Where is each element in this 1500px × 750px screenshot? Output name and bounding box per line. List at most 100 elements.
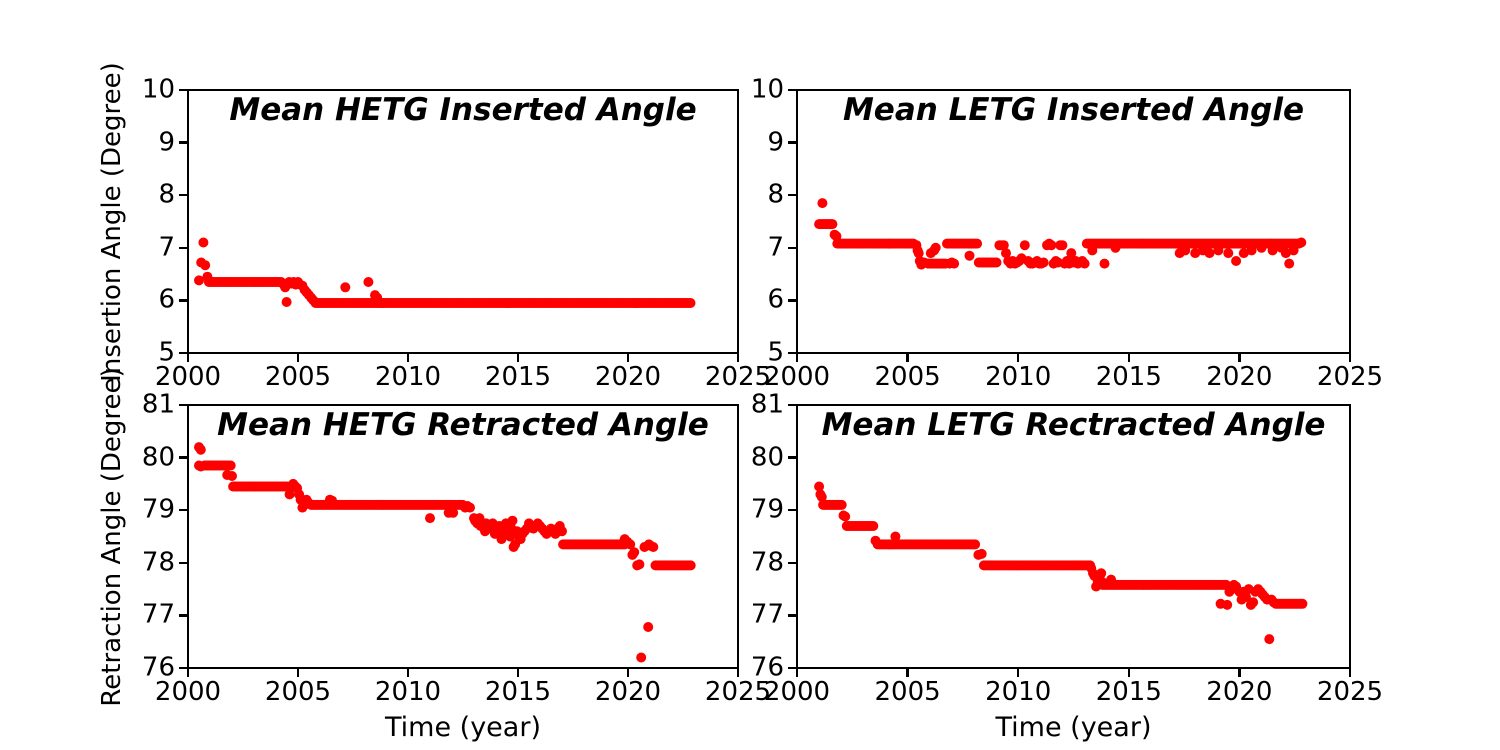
data-point — [685, 560, 696, 571]
x-axis-label-time: Time (year) — [385, 712, 541, 743]
x-tick-label: 2000 — [154, 677, 222, 707]
data-point — [1268, 597, 1279, 608]
data-point — [836, 499, 847, 510]
data-point — [643, 622, 654, 632]
x-tick-label: 2005 — [264, 362, 332, 392]
x-tick-mark — [186, 668, 190, 677]
data-point — [1087, 245, 1098, 256]
data-point — [868, 521, 879, 531]
data-point — [890, 531, 901, 542]
data-point — [1296, 237, 1307, 248]
data-point — [198, 237, 209, 248]
x-tick-mark — [906, 668, 909, 677]
data-point — [195, 461, 206, 472]
y-tick-label: 8 — [158, 179, 175, 210]
scatter-plot-hetg-inserted — [194, 237, 696, 308]
y-tick-label: 6 — [767, 285, 784, 316]
y-tick-label: 77 — [141, 600, 175, 631]
x-tick-mark — [516, 668, 520, 677]
data-point — [465, 502, 475, 513]
y-tick-mark — [788, 508, 797, 512]
data-point — [1180, 245, 1191, 256]
data-point — [1238, 248, 1249, 259]
data-point — [448, 507, 459, 518]
data-point — [225, 460, 236, 471]
data-point — [1106, 574, 1117, 585]
y-tick-mark — [179, 141, 188, 144]
data-point — [972, 238, 983, 249]
panel-title: Mean HETG Inserted Angle — [229, 92, 697, 128]
x-tick-label: 2010 — [985, 362, 1052, 392]
y-tick-label: 81 — [750, 389, 784, 420]
x-tick-mark — [1238, 353, 1241, 362]
data-point — [1264, 634, 1275, 645]
y-tick-label: 78 — [750, 547, 784, 578]
y-axis-label-retraction-angle: Retraction Angle (Degree) — [97, 366, 127, 707]
x-tick-label: 2025 — [704, 677, 772, 707]
y-tick-mark — [179, 666, 188, 670]
y-tick-mark — [179, 403, 188, 407]
x-tick-mark — [1348, 668, 1352, 677]
y-tick-mark — [788, 351, 797, 355]
x-tick-label: 2015 — [484, 362, 552, 392]
y-tick-label: 9 — [767, 127, 784, 158]
data-point — [557, 526, 567, 537]
data-point — [1246, 245, 1257, 256]
y-tick-mark — [788, 246, 797, 250]
x-tick-mark — [1348, 353, 1352, 362]
data-point — [1280, 248, 1291, 259]
y-tick-label: 10 — [750, 74, 784, 105]
data-point — [1248, 597, 1259, 608]
data-point — [1099, 258, 1110, 269]
x-tick-label: 2000 — [763, 677, 831, 707]
data-point — [308, 295, 319, 306]
y-tick-label: 6 — [158, 285, 175, 316]
data-point — [227, 471, 237, 481]
data-point — [1066, 248, 1077, 259]
data-point — [1231, 256, 1242, 266]
data-point — [1213, 245, 1224, 256]
data-point — [1190, 248, 1201, 259]
x-tick-label: 2015 — [1095, 677, 1162, 707]
x-tick-mark — [1016, 353, 1020, 362]
data-point — [1019, 240, 1030, 251]
y-tick-label: 10 — [141, 74, 175, 105]
y-tick-mark — [179, 246, 188, 250]
x-tick-label: 2010 — [374, 677, 442, 707]
data-point — [964, 250, 975, 261]
data-point — [636, 652, 647, 663]
y-tick-mark — [179, 299, 188, 302]
y-tick-label: 80 — [750, 442, 784, 473]
x-tick-label: 2025 — [1316, 677, 1384, 707]
y-tick-mark — [179, 351, 188, 355]
data-point — [1223, 248, 1234, 259]
scatter-plot-hetg-retracted — [194, 442, 696, 663]
data-point — [1098, 577, 1109, 588]
data-point — [202, 271, 213, 282]
scatter-plot-letg-inserted — [814, 198, 1307, 270]
data-point — [1222, 599, 1233, 610]
data-point — [1079, 258, 1090, 269]
x-tick-mark — [906, 353, 909, 362]
y-tick-mark — [788, 141, 797, 144]
y-tick-label: 80 — [141, 442, 175, 473]
data-point — [340, 282, 351, 293]
data-point — [685, 298, 696, 308]
x-tick-mark — [186, 353, 190, 362]
panel-letg-rectracted-angle: Mean LETG Rectracted Angle Time (year) 2… — [751, 391, 1383, 743]
y-tick-mark — [788, 561, 797, 565]
x-tick-label: 2000 — [154, 362, 222, 392]
data-point — [284, 489, 295, 500]
y-tick-mark — [179, 561, 188, 565]
data-point — [425, 513, 435, 524]
y-tick-label: 77 — [750, 600, 784, 631]
data-point — [1001, 248, 1011, 259]
x-tick-mark — [795, 668, 799, 677]
x-tick-label: 2000 — [763, 362, 831, 392]
y-tick-mark — [179, 193, 188, 197]
panel-hetg-inserted-angle: Mean HETG Inserted Angle Insertion Angle… — [97, 62, 771, 391]
y-tick-mark — [179, 614, 188, 617]
data-point — [1241, 592, 1251, 602]
data-point — [991, 257, 1002, 268]
panel-title: Mean LETG Rectracted Angle — [821, 407, 1326, 443]
